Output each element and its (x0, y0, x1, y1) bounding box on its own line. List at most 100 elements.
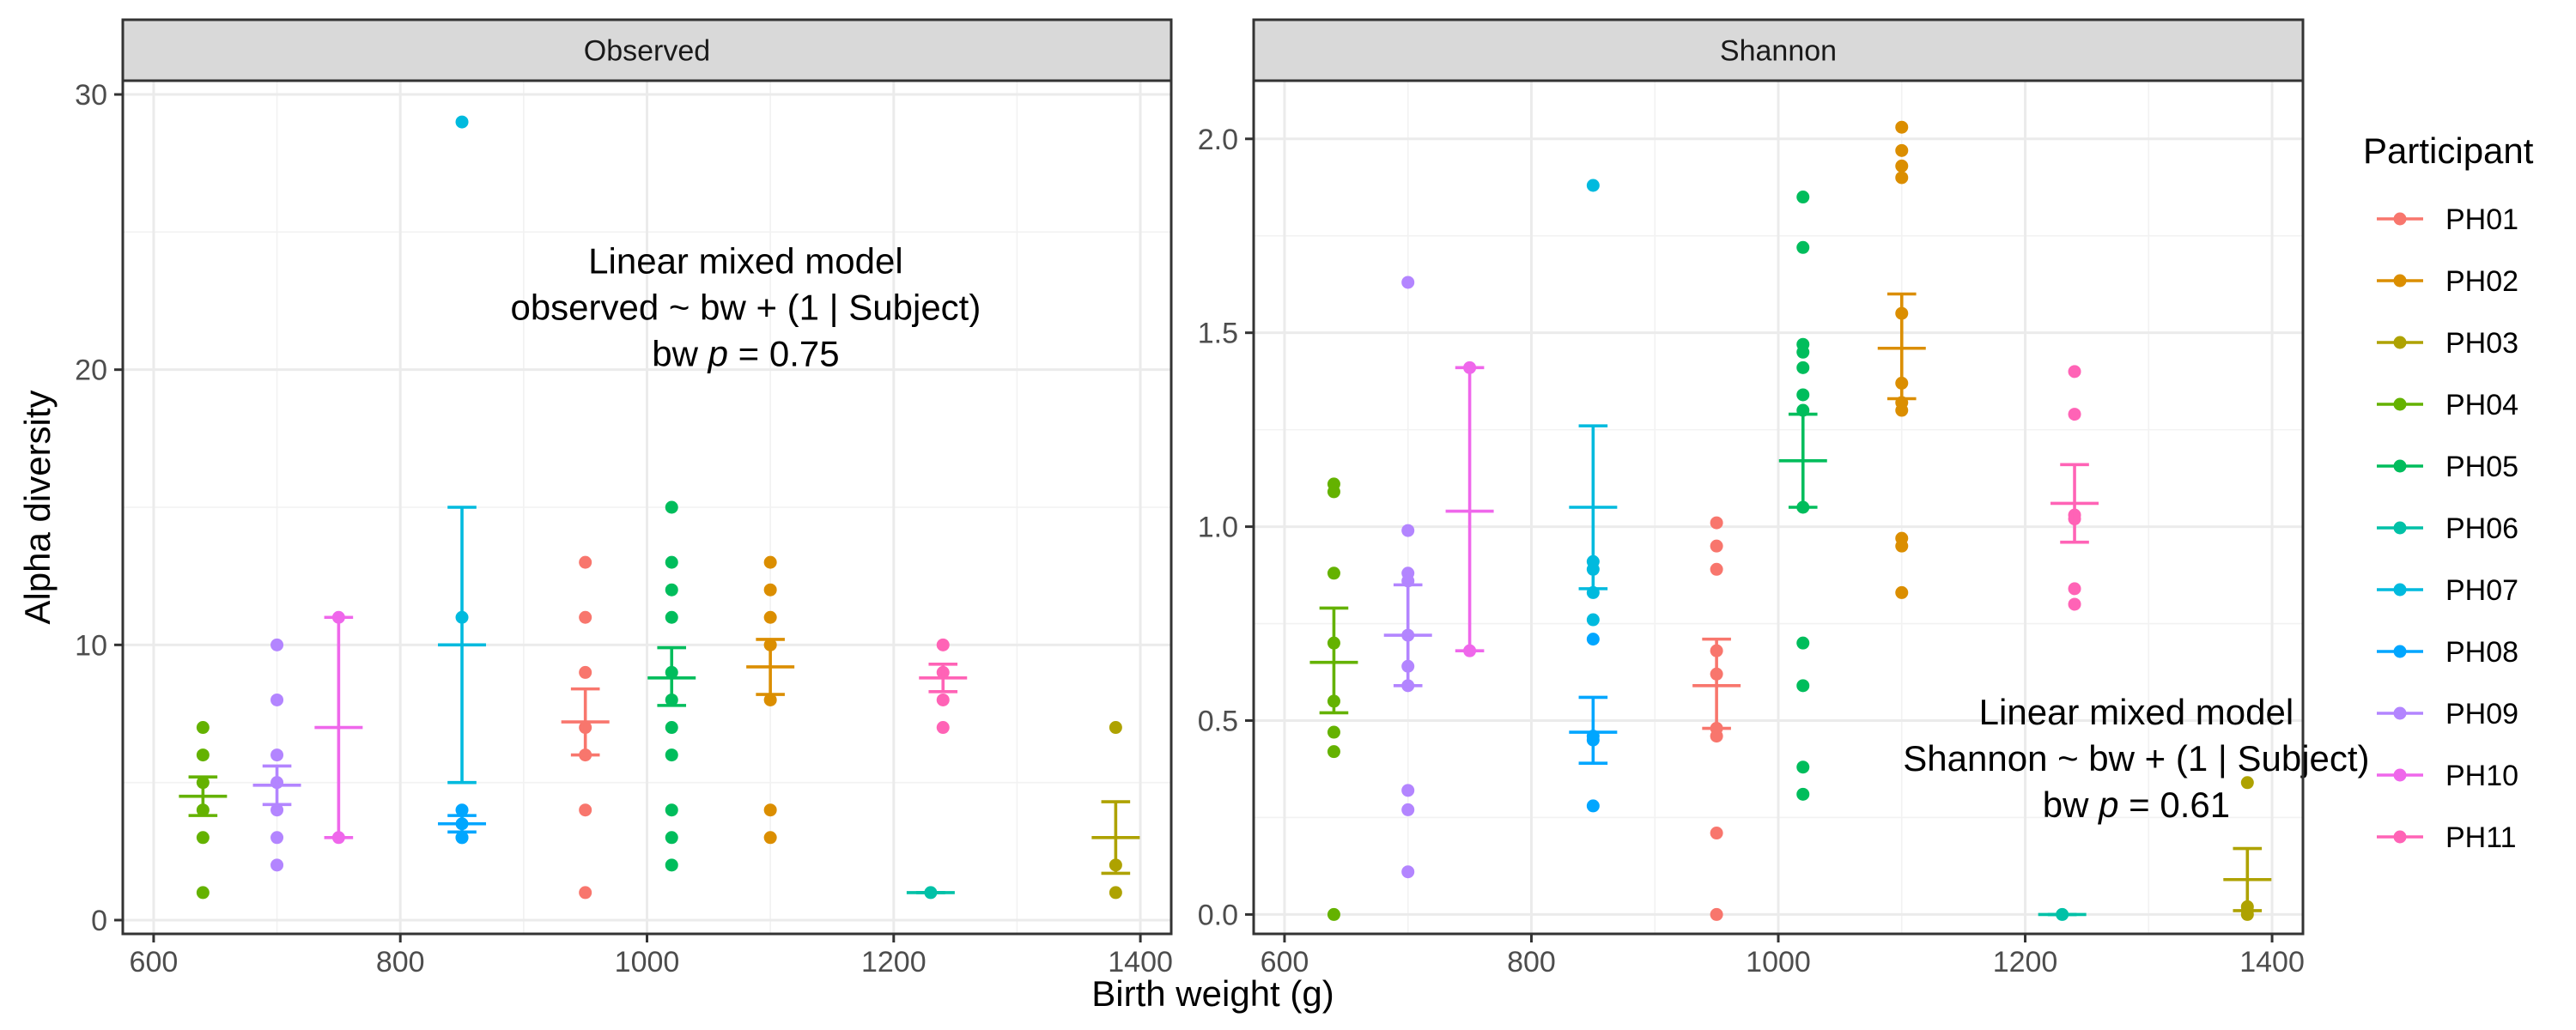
x-tick-label: 800 (1507, 946, 1556, 978)
data-point (1109, 886, 1122, 900)
legend-label: PH11 (2445, 821, 2517, 854)
series-ph06 (2038, 907, 2087, 921)
y-tick-label: 1.5 (1198, 318, 1238, 350)
data-point (270, 831, 284, 845)
data-point (1895, 539, 1909, 553)
legend-label: PH08 (2445, 636, 2518, 669)
legend-item-ph11: PH11 (2377, 821, 2517, 854)
data-point (455, 803, 469, 817)
y-tick-label: 0.5 (1198, 706, 1238, 738)
legend-key-point (2393, 521, 2407, 535)
legend-key-point (2393, 830, 2407, 844)
annotation-line-3: bw p = 0.61 (2043, 785, 2230, 825)
data-point (665, 721, 678, 735)
x-tick-label: 1200 (1993, 946, 2058, 978)
data-point (270, 638, 284, 651)
data-point (2240, 776, 2254, 790)
legend-item-ph01: PH01 (2377, 203, 2518, 236)
data-point (1401, 524, 1415, 537)
series-ph07 (1569, 179, 1618, 627)
x-tick-label: 1000 (615, 946, 680, 978)
data-point (1796, 760, 1810, 774)
data-point (936, 693, 950, 706)
data-point (1796, 345, 1810, 359)
series-ph09 (252, 638, 301, 872)
legend-item-ph06: PH06 (2377, 512, 2518, 545)
data-point (579, 555, 592, 569)
x-tick-label: 1400 (2239, 946, 2305, 978)
facet-panels: Linear mixed model observed ~ bw + (1 | S… (75, 18, 2370, 978)
data-point (1895, 585, 1909, 599)
legend-item-ph04: PH04 (2377, 389, 2518, 421)
y-tick-label: 2.0 (1198, 124, 1238, 156)
data-point (579, 610, 592, 624)
series-ph11 (2050, 365, 2099, 611)
x-axis: 600 800 1000 1200 1400 (1261, 934, 2305, 978)
data-point (936, 638, 950, 651)
data-point (196, 721, 210, 735)
data-point (1895, 143, 1909, 157)
data-point (1109, 721, 1122, 735)
data-point (455, 115, 469, 129)
annotation-line-1: Linear mixed model (588, 240, 903, 281)
series-ph06 (906, 886, 955, 900)
series-ph05 (647, 500, 696, 872)
series-ph05 (1778, 191, 1827, 801)
legend-title: Participant (2363, 130, 2534, 171)
data-point (665, 858, 678, 872)
data-point (763, 693, 777, 706)
data-point (665, 831, 678, 845)
data-point (579, 803, 592, 817)
data-point (2068, 582, 2081, 596)
data-point (1710, 907, 1723, 921)
x-tick-label: 800 (376, 946, 425, 978)
data-point (1796, 360, 1810, 374)
data-point (1796, 679, 1810, 693)
axis-titles: Birth weight (g) Alpha diversity (17, 390, 1334, 1014)
strip-label: Observed (584, 35, 710, 68)
model-annotation: Linear mixed model observed ~ bw + (1 | S… (510, 240, 981, 373)
y-axis: 0 10 20 30 (75, 79, 123, 937)
data-point (1710, 516, 1723, 530)
data-point (1895, 120, 1909, 134)
annotation-bw: bw (2043, 785, 2099, 825)
data-point (455, 831, 469, 845)
y-axis: 0.0 0.5 1.0 1.5 2.0 (1198, 124, 1254, 931)
data-point (1710, 562, 1723, 576)
y-axis-title: Alpha diversity (17, 390, 58, 624)
legend-label: PH04 (2445, 389, 2518, 421)
x-tick-label: 1400 (1108, 946, 1173, 978)
series-ph01 (1692, 516, 1741, 921)
x-tick-label: 600 (130, 946, 179, 978)
gridlines (123, 81, 1171, 934)
legend-label: PH01 (2445, 203, 2518, 236)
annotation-p-value: = 0.75 (728, 333, 840, 373)
data-point (1796, 191, 1810, 204)
data-point (1895, 403, 1909, 417)
data-point (2068, 408, 2081, 421)
x-tick-label: 1000 (1746, 946, 1811, 978)
data-point (2068, 597, 2081, 611)
strip-background (121, 18, 1173, 82)
series-ph10 (314, 610, 363, 845)
data-layer (179, 115, 1140, 900)
data-point (2068, 365, 2081, 379)
data-point (196, 886, 210, 900)
data-point (763, 803, 777, 817)
series-ph01 (561, 555, 610, 900)
data-point (1401, 865, 1415, 879)
legend-item-ph05: PH05 (2377, 451, 2518, 483)
data-point (1586, 799, 1600, 813)
legend-key-point (2393, 768, 2407, 782)
data-point (1401, 276, 1415, 289)
data-point (579, 665, 592, 679)
annotation-line-2: observed ~ bw + (1 | Subject) (510, 287, 981, 327)
data-point (196, 748, 210, 762)
data-point (936, 721, 950, 735)
data-point (665, 583, 678, 597)
data-point (1327, 485, 1340, 499)
series-ph11 (919, 638, 968, 735)
data-point (1796, 240, 1810, 254)
x-tick-label: 1200 (861, 946, 927, 978)
